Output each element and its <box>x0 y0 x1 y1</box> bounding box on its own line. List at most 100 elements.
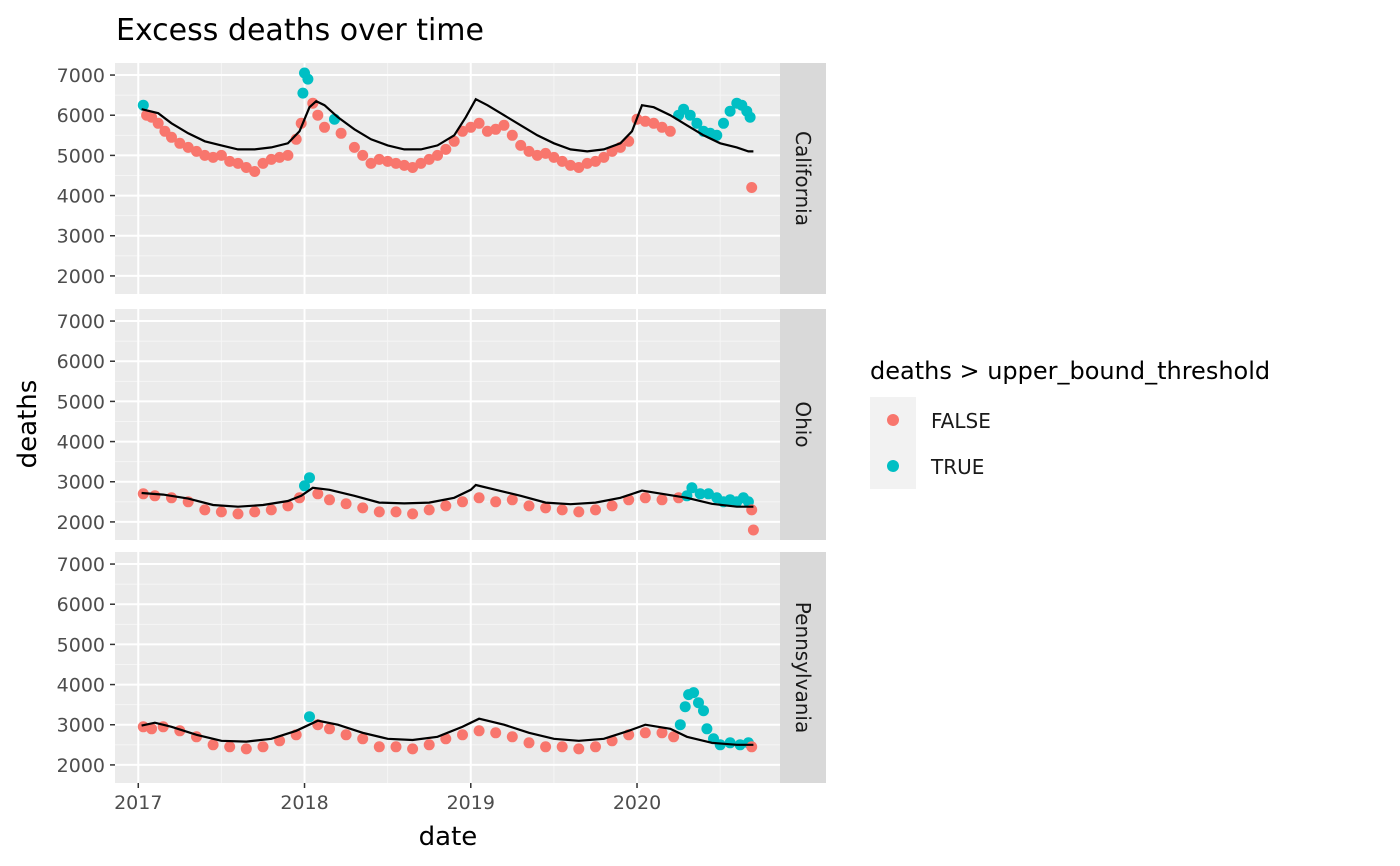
data-point-false <box>590 504 601 516</box>
facet-panel-ohio: 2000 3000 4000 5000 6000 7000 Ohio <box>57 309 826 540</box>
data-point-false <box>639 115 651 127</box>
facet-strip-label: Pennsylvania <box>791 602 815 733</box>
facet-panel-california: 2000 3000 4000 5000 6000 7000 California <box>57 63 826 294</box>
data-point-false <box>166 492 177 504</box>
data-point-false <box>506 494 518 506</box>
data-point-true <box>297 87 309 99</box>
data-point-false <box>548 151 560 163</box>
data-point-false <box>590 741 601 753</box>
data-point-false <box>664 125 676 137</box>
data-point-false <box>357 502 369 514</box>
data-point-false <box>240 743 252 755</box>
data-point-false <box>540 741 552 753</box>
data-point-false <box>590 155 601 167</box>
data-point-false <box>373 153 385 165</box>
data-point-false <box>191 145 202 157</box>
facet-strip-label: Ohio <box>791 401 815 447</box>
data-point-false <box>457 729 468 741</box>
data-point-true <box>304 472 315 484</box>
legend-title: deaths > upper_bound_threshold <box>870 357 1270 385</box>
y-tick-label: 3000 <box>57 226 105 248</box>
data-point-false <box>390 506 402 518</box>
data-point-false <box>232 157 244 169</box>
data-point-false <box>573 506 585 518</box>
data-point-false <box>531 149 543 161</box>
data-point-false <box>432 149 443 161</box>
data-point-false <box>265 153 277 165</box>
data-point-false <box>215 149 227 161</box>
data-point-false <box>407 743 419 755</box>
data-point-false <box>224 155 236 167</box>
data-point-false <box>506 731 518 743</box>
data-point-false <box>668 731 680 743</box>
data-point-false <box>598 151 610 163</box>
data-point-false <box>312 488 324 500</box>
data-point-false <box>166 131 177 143</box>
data-point-true <box>693 697 704 709</box>
y-tick-label: 7000 <box>57 554 105 576</box>
data-point-false <box>540 147 552 159</box>
data-point-false <box>335 127 347 139</box>
data-point-false <box>440 143 452 155</box>
facet-panel-pennsylvania: 2000 3000 4000 5000 6000 7000 Pennsylvania <box>57 552 826 783</box>
legend-key-background <box>870 397 916 489</box>
data-point-false <box>423 504 435 516</box>
x-axis-label: date <box>419 822 478 852</box>
data-point-true <box>686 482 698 494</box>
data-point-true <box>304 711 315 723</box>
y-tick-label: 3000 <box>57 472 105 494</box>
data-point-false <box>282 149 294 161</box>
data-point-false <box>319 121 330 133</box>
data-point-false <box>340 498 352 510</box>
y-tick-label: 4000 <box>57 186 105 208</box>
data-point-false <box>656 727 668 739</box>
data-point-true <box>684 109 696 121</box>
y-tick-label: 5000 <box>57 145 105 167</box>
data-point-true <box>688 687 700 699</box>
data-point-false <box>573 162 585 173</box>
legend-label-false: FALSE <box>931 409 991 433</box>
chart-title: Excess deaths over time <box>116 13 484 48</box>
data-point-false <box>324 723 335 735</box>
data-point-true <box>724 737 736 749</box>
data-point-false <box>152 117 164 129</box>
data-point-false <box>423 153 435 165</box>
data-point-false <box>232 508 244 520</box>
data-point-true <box>674 719 686 731</box>
y-tick-label: 7000 <box>57 65 105 87</box>
threshold-line <box>141 483 754 508</box>
y-tick-label: 5000 <box>57 391 105 413</box>
data-point-false <box>357 149 369 161</box>
data-point-false <box>648 117 660 129</box>
data-point-false <box>365 157 377 169</box>
data-point-false <box>440 733 452 745</box>
data-point-false <box>274 151 286 163</box>
facet-strip <box>780 552 826 783</box>
data-point-false <box>373 506 385 518</box>
y-tick-label: 6000 <box>57 105 105 127</box>
data-point-false <box>473 492 485 504</box>
facet-strip <box>780 309 826 540</box>
data-point-false <box>490 123 502 135</box>
data-point-false <box>249 166 261 177</box>
data-point-false <box>440 500 452 512</box>
data-point-false <box>324 494 335 506</box>
data-point-false <box>556 155 568 167</box>
data-point-false <box>382 155 394 167</box>
data-point-false <box>606 500 618 512</box>
data-point-false <box>407 162 419 173</box>
data-point-false <box>265 504 277 516</box>
threshold-line <box>141 717 754 746</box>
data-point-false <box>312 109 324 121</box>
data-point-false <box>573 743 585 755</box>
data-point-false <box>207 739 219 751</box>
y-tick-label: 3000 <box>57 715 105 737</box>
data-point-true <box>703 488 714 500</box>
data-point-false <box>373 741 385 753</box>
data-point-true <box>302 73 314 85</box>
data-point-false <box>257 741 269 753</box>
data-point-false <box>473 725 485 737</box>
data-point-false <box>523 500 535 512</box>
y-tick-label: 4000 <box>57 675 105 697</box>
